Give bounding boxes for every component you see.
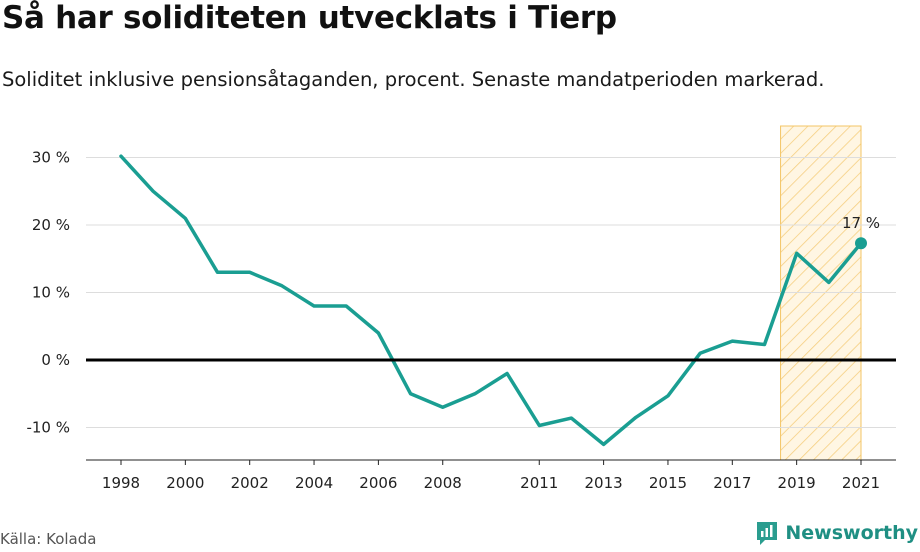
y-tick-label: 0 %: [41, 351, 70, 369]
y-tick-label: 30 %: [32, 149, 70, 167]
x-tick-label: 1998: [102, 474, 140, 492]
brand-name: Newsworthy: [785, 522, 918, 544]
x-tick-label: 2013: [585, 474, 623, 492]
x-tick-label: 2019: [778, 474, 816, 492]
y-tick-label: 10 %: [32, 284, 70, 302]
x-tick-label: 2000: [166, 474, 204, 492]
x-tick-label: 2021: [842, 474, 880, 492]
chart-subtitle: Soliditet inklusive pensionsåtaganden, p…: [2, 68, 825, 91]
series-line: [86, 154, 896, 447]
x-tick-label: 2004: [295, 474, 333, 492]
source-note: Källa: Kolada: [0, 530, 97, 548]
last-value-label: 17 %: [842, 214, 880, 232]
x-tick-label: 2011: [520, 474, 558, 492]
last-point-marker: [855, 237, 867, 250]
x-tick-label: 2006: [359, 474, 397, 492]
x-tick-label: 2015: [649, 474, 687, 492]
x-axis: 1998 2000 2002 2004 2006 2008 2011 2013 2015 2017…: [86, 459, 896, 492]
x-tick-label: 2017: [713, 474, 751, 492]
grid-lines: [86, 157, 896, 428]
series-line-path: [119, 154, 863, 447]
brand-logo: Newsworthy: [755, 520, 918, 546]
chart-title: Så har soliditeten utvecklats i Tierp: [2, 0, 617, 36]
last-point-label: 17 %: [842, 214, 880, 232]
x-tick-label: 2002: [231, 474, 269, 492]
y-tick-label: -10 %: [26, 419, 70, 437]
x-tick-label: 2008: [424, 474, 462, 492]
y-axis-labels: -10 % 0 % 10 % 20 % 30 %: [26, 149, 70, 437]
newsworthy-logo-icon: [757, 522, 778, 545]
y-tick-label: 20 %: [32, 216, 70, 234]
